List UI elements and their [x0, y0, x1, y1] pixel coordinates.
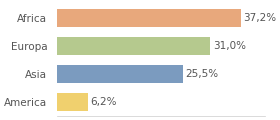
Text: 6,2%: 6,2%	[90, 97, 117, 107]
Bar	[57, 93, 88, 111]
Text: 31,0%: 31,0%	[213, 41, 246, 51]
Bar	[57, 37, 211, 55]
Bar	[57, 65, 183, 83]
Bar	[57, 9, 241, 27]
Text: 37,2%: 37,2%	[244, 13, 277, 23]
Text: 25,5%: 25,5%	[186, 69, 219, 79]
